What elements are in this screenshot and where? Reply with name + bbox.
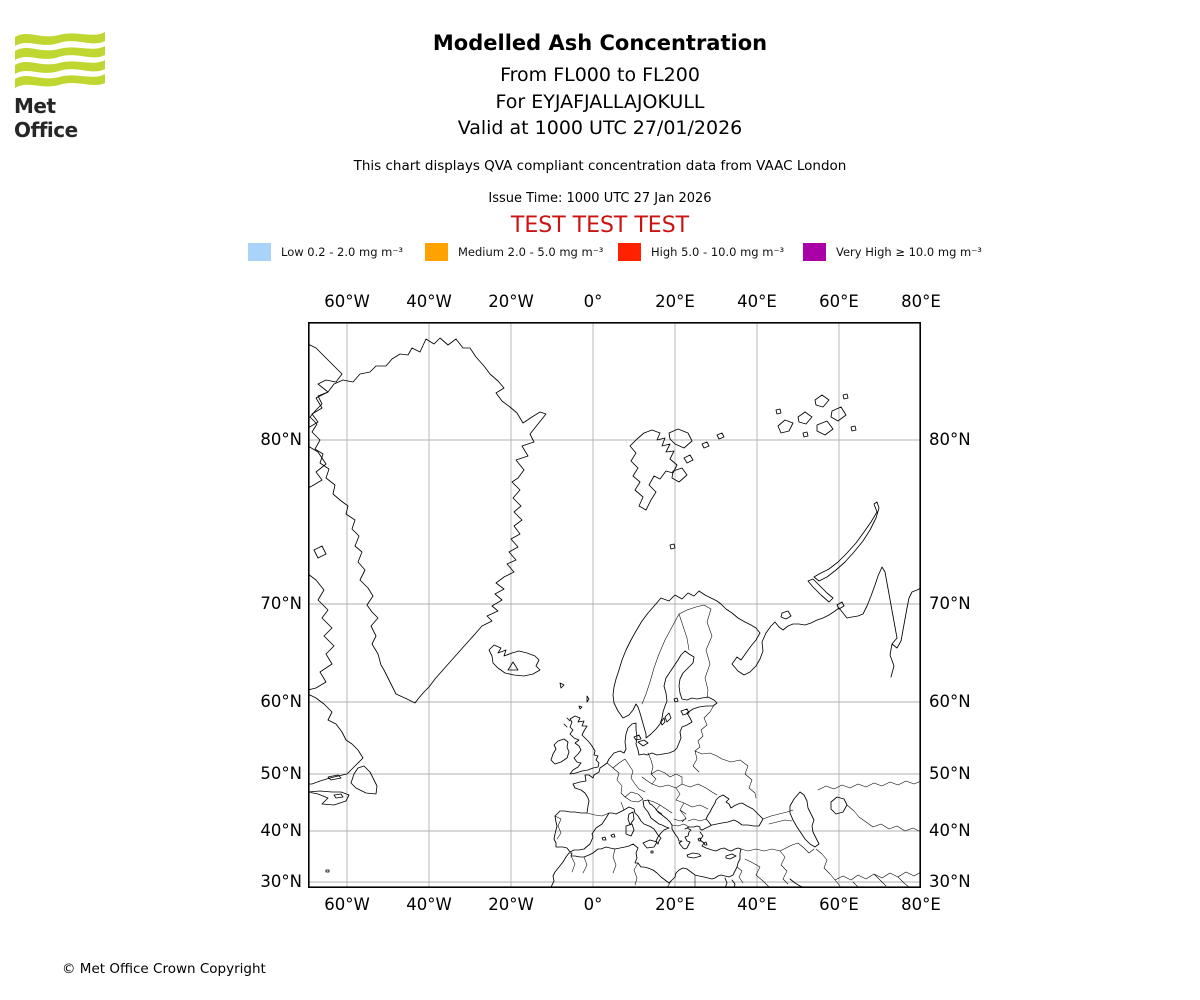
coastline-british-isles [550,695,600,775]
coastline-canada-arctic [308,343,378,873]
x-axis-tick-bottom: 20°W [488,895,534,914]
y-axis-tick-right: 30°N [929,872,971,891]
graticule-gridlines [308,322,921,888]
test-watermark: TEST TEST TEST [510,213,690,238]
y-axis-tick-left: 80°N [260,430,302,449]
x-axis-tick-bottom: 20°E [655,895,695,914]
met-office-logo-waves [15,32,105,88]
qva-description: This chart displays QVA compliant concen… [353,158,847,174]
legend-item-medium: Medium 2.0 - 5.0 mg m⁻³ [425,243,603,261]
legend-swatch-high [618,243,641,261]
legend-swatch-very-high [803,243,826,261]
legend-label-medium: Medium 2.0 - 5.0 mg m⁻³ [458,245,604,259]
x-axis-tick-bottom: 0° [583,895,603,914]
legend-item-low: Low 0.2 - 2.0 mg m⁻³ [248,243,403,261]
x-axis-tick-bottom: 80°E [901,895,941,914]
map-plot-area [308,322,921,888]
y-axis-tick-left: 30°N [260,872,302,891]
legend-item-high: High 5.0 - 10.0 mg m⁻³ [618,243,784,261]
x-axis-tick-top: 60°E [819,292,859,311]
x-axis-tick-top: 60°W [324,292,370,311]
x-axis-tick-bottom: 60°W [324,895,370,914]
x-axis-tick-top: 0° [583,292,603,311]
coastline-black-sea [701,794,764,831]
page-title: Modelled Ash Concentration [432,31,768,55]
y-axis-tick-right: 40°N [929,821,971,840]
y-axis-tick-left: 50°N [260,764,302,783]
x-axis-tick-bottom: 40°E [737,895,777,914]
met-office-logo: Met Office [14,26,114,142]
x-axis-tick-bottom: 40°W [406,895,452,914]
met-office-logo-text: Met Office [14,94,78,142]
y-axis-tick-left: 60°N [260,692,302,711]
y-axis-tick-right: 50°N [929,764,971,783]
x-axis-tick-top: 40°E [737,292,777,311]
coastline-greenland [309,337,547,704]
country-borders [554,604,921,888]
legend-swatch-medium [425,243,448,261]
legend-label-very-high: Very High ≥ 10.0 mg m⁻³ [836,245,982,259]
legend-item-very-high: Very High ≥ 10.0 mg m⁻³ [803,243,982,261]
coastline-caspian-aral [789,791,848,848]
y-axis-tick-left: 70°N [260,594,302,613]
coastline-europe-main [553,590,718,853]
legend-label-low: Low 0.2 - 2.0 mg m⁻³ [281,245,404,259]
y-axis-tick-right: 70°N [929,594,971,613]
copyright-notice: © Met Office Crown Copyright [62,961,266,977]
legend-swatch-low [248,243,271,261]
map-frame [308,322,921,888]
x-axis-tick-top: 80°E [901,292,941,311]
coastline-iceland [488,644,565,689]
coastline-russia-arctic [698,566,921,678]
x-axis-tick-top: 20°W [488,292,534,311]
coastline-svalbard-franz-josef-novaya-zemlya [629,393,880,603]
coastline-islands [601,697,737,860]
legend-label-high: High 5.0 - 10.0 mg m⁻³ [651,245,785,259]
subtitle-volcano: For EYJAFJALLAJOKULL [495,91,705,113]
issue-time: Issue Time: 1000 UTC 27 Jan 2026 [488,191,712,206]
coastline-anatolia-north-africa [550,831,806,888]
y-axis-tick-right: 80°N [929,430,971,449]
x-axis-tick-bottom: 60°E [819,895,859,914]
subtitle-flight-levels: From FL000 to FL200 [500,64,700,86]
y-axis-tick-left: 40°N [260,821,302,840]
subtitle-valid-time: Valid at 1000 UTC 27/01/2026 [457,117,743,139]
x-axis-tick-top: 40°W [406,292,452,311]
y-axis-tick-right: 60°N [929,692,971,711]
x-axis-tick-top: 20°E [655,292,695,311]
